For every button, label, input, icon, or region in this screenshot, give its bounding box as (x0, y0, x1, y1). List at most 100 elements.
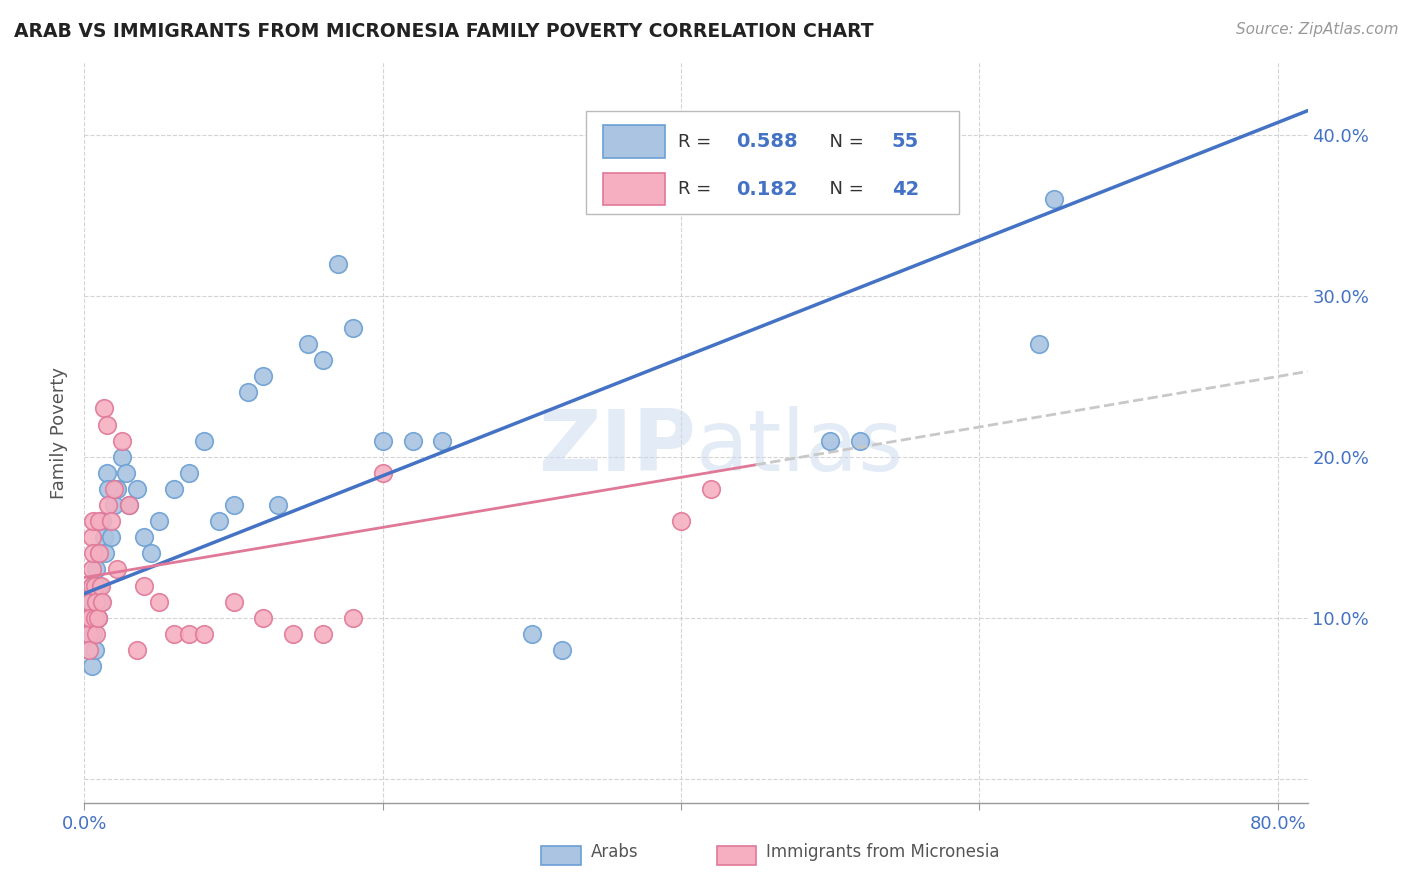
Point (115, 466, 138, 480)
Point (89, 578, 111, 592)
Point (87, 578, 110, 592)
Point (83, 610, 105, 624)
Text: Source: ZipAtlas.com: Source: ZipAtlas.com (1236, 22, 1399, 37)
Point (283, 627, 305, 641)
Point (432, 434, 454, 448)
Text: Immigrants from Micronesia: Immigrants from Micronesia (766, 843, 1000, 861)
Point (818, 434, 841, 448)
Point (84, 594, 107, 608)
FancyBboxPatch shape (603, 126, 665, 158)
Point (83, 610, 105, 624)
Point (75, 610, 97, 624)
Point (100, 530, 122, 544)
Point (207, 514, 229, 528)
Point (89, 546, 111, 560)
Point (90, 578, 112, 592)
Point (79, 594, 101, 608)
Point (700, 482, 723, 496)
Point (520, 627, 543, 641)
Point (551, 643, 574, 657)
Point (252, 369, 274, 384)
Point (80, 578, 103, 592)
FancyBboxPatch shape (586, 111, 959, 214)
Point (148, 514, 170, 528)
Point (94, 546, 117, 560)
Point (96, 417, 118, 432)
Point (105, 482, 128, 496)
Point (77, 643, 100, 657)
Point (87, 610, 110, 624)
Point (100, 514, 122, 528)
Point (80, 610, 103, 624)
Point (111, 434, 134, 448)
Point (103, 482, 125, 496)
Point (82, 627, 104, 641)
Point (77, 627, 100, 641)
Point (84, 562, 107, 576)
Point (342, 610, 364, 624)
Point (84, 594, 107, 608)
Point (82, 546, 104, 560)
Text: 55: 55 (891, 132, 920, 151)
Text: N =: N = (818, 180, 870, 198)
Point (89, 514, 111, 528)
Text: ARAB VS IMMIGRANTS FROM MICRONESIA FAMILY POVERTY CORRELATION CHART: ARAB VS IMMIGRANTS FROM MICRONESIA FAMIL… (14, 22, 873, 41)
Point (93, 401, 115, 416)
Point (76, 627, 98, 641)
Point (77, 610, 100, 624)
Point (118, 498, 141, 512)
Point (177, 627, 200, 641)
Point (97, 498, 120, 512)
Point (163, 627, 186, 641)
Text: Arabs: Arabs (591, 843, 638, 861)
Point (252, 610, 274, 624)
Point (79, 627, 101, 641)
Point (80, 578, 103, 592)
Point (111, 450, 134, 464)
Point (222, 594, 245, 608)
Point (132, 530, 155, 544)
Point (297, 337, 319, 351)
Point (83, 643, 105, 657)
Point (371, 434, 394, 448)
Point (91, 594, 114, 608)
Point (326, 257, 349, 271)
Point (89, 546, 111, 560)
Text: 0.588: 0.588 (737, 132, 799, 151)
Point (125, 643, 148, 657)
Bar (717, 846, 756, 865)
Point (669, 514, 692, 528)
Point (267, 498, 290, 512)
Point (141, 546, 163, 560)
Point (163, 482, 186, 496)
Point (177, 466, 200, 480)
Point (79, 594, 101, 608)
Text: atlas: atlas (696, 406, 904, 489)
Text: ZIP: ZIP (538, 406, 696, 489)
Point (125, 482, 148, 496)
Point (105, 562, 128, 576)
Point (91, 514, 114, 528)
Point (93, 530, 115, 544)
Point (193, 434, 215, 448)
Point (84, 627, 107, 641)
Point (132, 578, 155, 592)
Point (1028, 337, 1050, 351)
Point (80, 659, 103, 673)
Point (312, 627, 335, 641)
Point (97, 482, 120, 496)
Bar (541, 846, 581, 865)
Text: R =: R = (678, 133, 717, 151)
Point (849, 434, 872, 448)
Point (401, 434, 423, 448)
Point (371, 466, 394, 480)
Point (96, 466, 118, 480)
Point (82, 594, 104, 608)
Point (103, 498, 125, 512)
Point (77, 643, 100, 657)
Point (238, 385, 260, 400)
Text: N =: N = (818, 133, 870, 151)
Text: 42: 42 (891, 179, 920, 199)
Point (222, 498, 245, 512)
Text: 0.182: 0.182 (737, 179, 799, 199)
